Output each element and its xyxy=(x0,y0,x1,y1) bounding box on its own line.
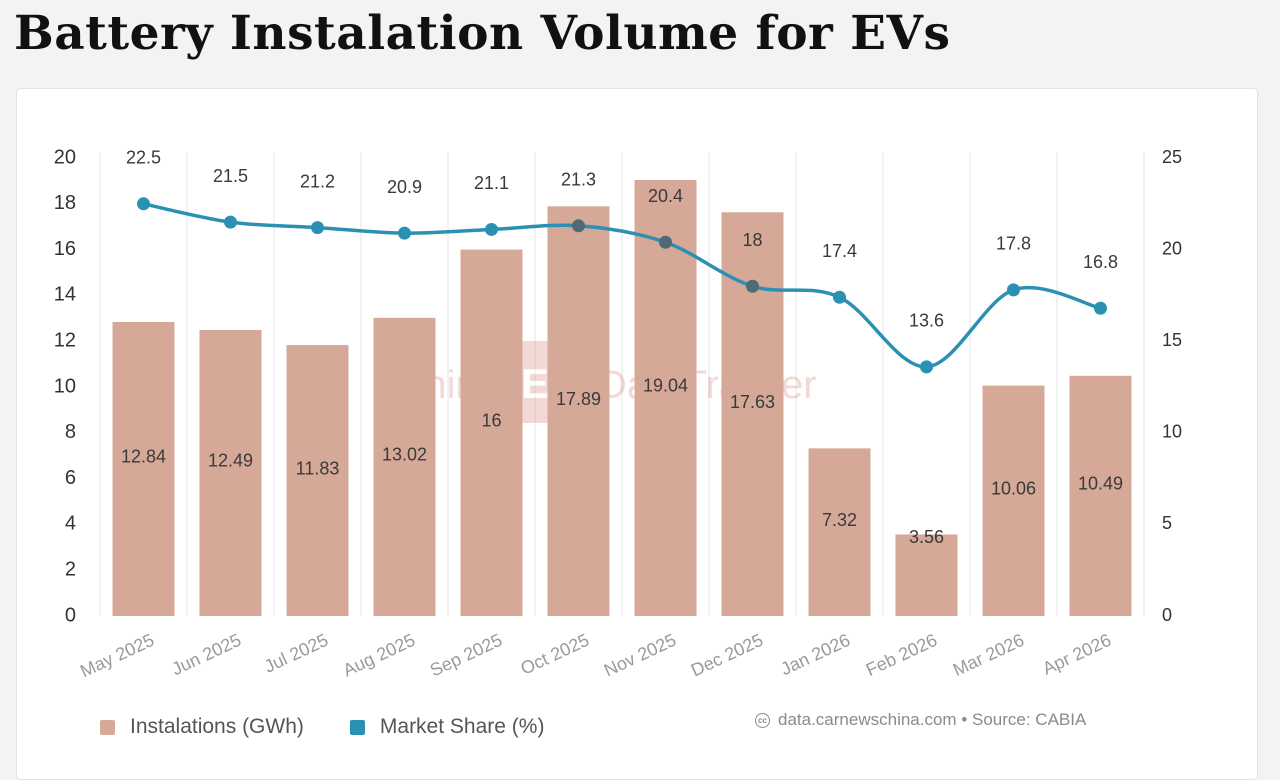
line-series xyxy=(137,197,1107,374)
line-point[interactable] xyxy=(224,215,237,229)
right-tick-label: 10 xyxy=(1162,422,1182,442)
category-label: Jun 2025 xyxy=(169,630,245,679)
line-point[interactable] xyxy=(485,222,498,236)
bar-data-label: 3.56 xyxy=(909,527,944,547)
bar[interactable] xyxy=(547,206,610,616)
left-tick-label: 20 xyxy=(54,146,76,168)
category-label: Apr 2026 xyxy=(1040,630,1115,679)
legend-label-installations: Instalations (GWh) xyxy=(130,715,304,738)
line-point[interactable] xyxy=(311,221,324,235)
bar-data-label: 13.02 xyxy=(382,445,427,465)
left-tick-label: 12 xyxy=(54,329,76,351)
bar[interactable] xyxy=(1069,375,1132,616)
line-data-label: 21.1 xyxy=(474,173,509,193)
legend-swatch-market-share xyxy=(349,719,365,735)
line-point[interactable] xyxy=(659,235,672,249)
bar[interactable] xyxy=(373,317,436,616)
legend-item-installations[interactable]: Instalations (GWh) xyxy=(100,715,304,739)
right-tick-label: 25 xyxy=(1162,147,1182,167)
left-tick-label: 18 xyxy=(54,192,76,214)
line-point[interactable] xyxy=(1094,301,1107,315)
line-point[interactable] xyxy=(137,197,150,211)
bar-data-label: 12.49 xyxy=(208,451,253,471)
bar-data-label: 7.32 xyxy=(822,510,857,530)
bar[interactable] xyxy=(460,249,523,616)
right-tick-label: 5 xyxy=(1162,513,1172,533)
bar-data-label: 19.04 xyxy=(643,376,688,396)
line-point[interactable] xyxy=(833,290,846,304)
right-tick-label: 0 xyxy=(1162,605,1172,625)
legend-item-market-share[interactable]: Market Share (%) xyxy=(349,715,545,739)
category-label: Mar 2026 xyxy=(950,630,1027,680)
category-label: May 2025 xyxy=(77,630,157,682)
line-data-label: 13.6 xyxy=(909,311,944,331)
bar[interactable] xyxy=(982,385,1045,616)
line-data-label: 21.5 xyxy=(213,166,248,186)
line-point[interactable] xyxy=(572,219,585,233)
line-data-label: 22.5 xyxy=(126,148,161,168)
left-tick-label: 0 xyxy=(65,604,76,626)
page-title: Battery Instalation Volume for EVs xyxy=(14,6,951,61)
bar-series xyxy=(112,179,1132,616)
line-point[interactable] xyxy=(1007,283,1020,297)
line-data-label: 18 xyxy=(742,230,762,250)
bar[interactable] xyxy=(895,534,958,616)
legend-swatch-installations xyxy=(100,719,115,735)
source-credit[interactable]: cc data.carnewschina.com • Source: CABIA xyxy=(755,710,1086,730)
line-data-label: 20.4 xyxy=(648,186,683,206)
bar-data-label: 16 xyxy=(481,411,501,431)
line-labels: 22.5 21.5 21.2 20.9 21.1 21.3 20.4 18 17.4 13.6 17… xyxy=(126,148,1118,331)
x-axis: May 2025 Jun 2025 Jul 2025 Aug 2025 Sep 2025… xyxy=(77,630,1114,682)
left-tick-label: 8 xyxy=(65,421,76,443)
line-data-label: 21.2 xyxy=(300,171,335,191)
line-data-label: 16.8 xyxy=(1083,252,1118,272)
combo-chart: China EV DataTracker 12.8412.4911.8313.0… xyxy=(54,146,1182,682)
left-axis: 0 2 4 6 8 10 12 14 16 18 20 xyxy=(54,146,76,626)
right-tick-label: 20 xyxy=(1162,238,1182,258)
bar-data-label: 11.83 xyxy=(296,458,340,478)
bar[interactable] xyxy=(721,212,784,616)
line-point[interactable] xyxy=(920,360,933,374)
grid-lines xyxy=(99,152,1145,616)
left-tick-label: 4 xyxy=(65,513,76,535)
category-label: Dec 2025 xyxy=(688,630,766,681)
source-credit-text: data.carnewschina.com • Source: CABIA xyxy=(778,710,1087,729)
cc-icon: cc xyxy=(755,712,770,728)
line-point[interactable] xyxy=(746,279,759,293)
bar-data-label: 17.89 xyxy=(556,389,601,409)
category-label: Jan 2026 xyxy=(778,630,854,679)
left-tick-label: 14 xyxy=(54,284,76,306)
right-tick-label: 15 xyxy=(1162,330,1182,350)
category-label: Feb 2026 xyxy=(863,630,940,680)
bar-data-label: 10.06 xyxy=(991,479,1036,499)
legend: Instalations (GWh) Market Share (%) xyxy=(100,715,590,739)
left-tick-label: 16 xyxy=(54,238,76,260)
category-label: Jul 2025 xyxy=(261,630,331,677)
left-tick-label: 10 xyxy=(54,375,76,397)
legend-label-market-share: Market Share (%) xyxy=(379,715,545,738)
bar-data-label: 17.63 xyxy=(730,392,775,412)
line-data-label: 17.4 xyxy=(822,241,857,261)
category-label: Sep 2025 xyxy=(427,630,505,681)
line-point[interactable] xyxy=(398,226,411,240)
watermark-right-text: DataTracker xyxy=(598,363,817,407)
bar[interactable] xyxy=(112,321,175,616)
bar[interactable] xyxy=(199,329,262,616)
right-axis: 0 5 10 15 20 25 xyxy=(1162,147,1182,625)
category-label: Nov 2025 xyxy=(601,630,679,681)
left-tick-label: 2 xyxy=(65,558,76,580)
category-label: Oct 2025 xyxy=(518,630,593,679)
category-label: Aug 2025 xyxy=(340,630,418,681)
bar-data-label: 12.84 xyxy=(121,447,166,467)
line-data-label: 17.8 xyxy=(996,234,1031,254)
line-data-label: 20.9 xyxy=(387,177,422,197)
bar[interactable] xyxy=(286,345,349,616)
bar[interactable] xyxy=(808,448,871,616)
bar-data-label: 10.49 xyxy=(1078,474,1123,494)
bar-labels: 12.84 12.49 11.83 13.02 16 17.89 19.04 17.63 7.3… xyxy=(121,376,1123,547)
line-data-label: 21.3 xyxy=(561,170,596,190)
left-tick-label: 6 xyxy=(65,467,76,489)
